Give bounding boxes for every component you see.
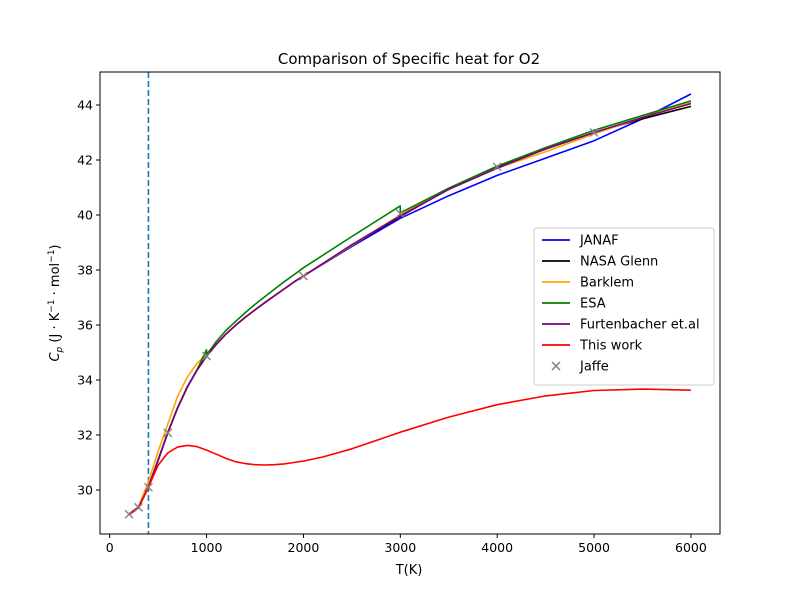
legend-label: Barklem <box>580 276 634 291</box>
series-line <box>128 102 692 515</box>
chart-title: Comparison of Specific heat for O2 <box>278 50 540 68</box>
legend-label: JANAF <box>579 234 619 249</box>
scatter-point <box>589 127 599 138</box>
plot-frame <box>99 71 721 535</box>
x-tick-label: 5000 <box>578 540 610 555</box>
x-tick-label: 1000 <box>191 540 223 555</box>
scatter-point <box>134 502 144 512</box>
y-tick-label: 36 <box>77 318 93 333</box>
y-tick-label: 38 <box>77 263 93 278</box>
x-tick-label: 3000 <box>384 540 416 555</box>
y-tick-label: 34 <box>77 373 93 388</box>
y-tick-label: 32 <box>77 428 93 443</box>
legend-box <box>533 227 715 386</box>
scatter-point <box>163 428 173 438</box>
scatter-point <box>124 509 134 519</box>
scatter-point <box>143 482 153 492</box>
scatter-point <box>298 271 308 281</box>
scatter-point <box>395 209 405 219</box>
series-line <box>128 388 691 516</box>
legend-label: This work <box>579 339 643 354</box>
y-axis-label: Cp (J · K−1 · mol−1) <box>47 244 65 361</box>
legend-label: NASA Glenn <box>580 255 658 270</box>
x-axis-label: T(K) <box>395 563 423 578</box>
x-tick-label: 0 <box>106 540 114 555</box>
x-tick-label: 4000 <box>481 540 513 555</box>
y-tick-label: 40 <box>77 208 93 223</box>
legend: JANAF NASA Glenn Barklem ESA Furtenbacher et… <box>533 227 715 386</box>
x-tick-label: 2000 <box>288 540 320 555</box>
legend-label: Furtenbacher et.al <box>580 318 700 333</box>
scatter-point <box>492 162 502 172</box>
legend-swatch <box>551 361 561 371</box>
legend-label: Jaffe <box>579 360 609 375</box>
y-tick-label: 44 <box>77 98 93 113</box>
legend-label: ESA <box>580 297 606 312</box>
y-tick-label: 30 <box>77 483 93 498</box>
x-tick-label: 6000 <box>675 540 707 555</box>
y-tick-label: 42 <box>77 153 93 168</box>
scatter-point <box>202 351 212 361</box>
